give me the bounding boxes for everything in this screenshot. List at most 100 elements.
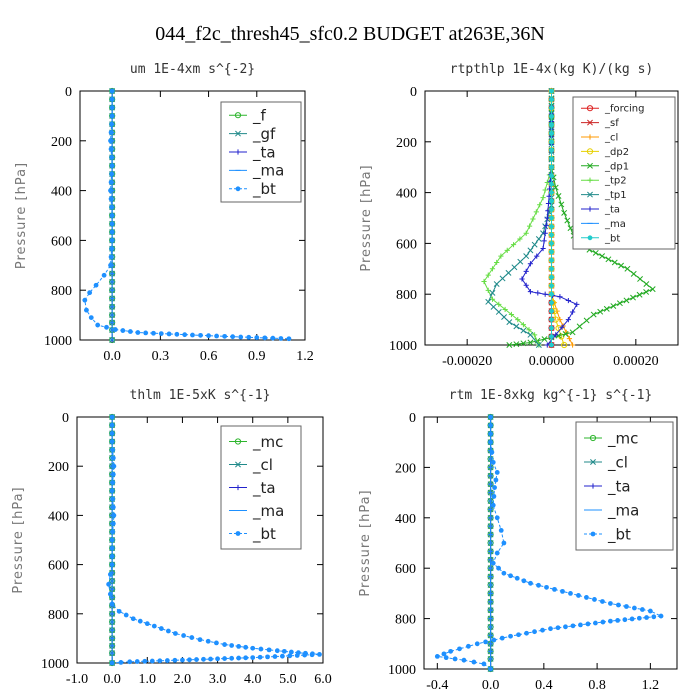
data-point (490, 459, 496, 465)
data-point (494, 259, 500, 266)
series-tp1 (485, 88, 555, 348)
data-point (108, 130, 114, 135)
data-point (636, 615, 642, 621)
data-point (214, 640, 219, 646)
data-point (214, 333, 220, 339)
data-point (649, 286, 656, 293)
data-point (630, 294, 636, 301)
data-point (536, 582, 541, 588)
data-point (189, 635, 195, 640)
data-point (490, 502, 496, 508)
data-point (549, 88, 554, 94)
data-point (494, 550, 500, 556)
data-point (243, 655, 249, 661)
data-point (505, 269, 512, 276)
legend-marker (590, 459, 596, 465)
data-point (549, 232, 554, 238)
data-point (109, 121, 115, 127)
data-point (584, 595, 589, 600)
data-point (197, 637, 203, 643)
data-point (537, 202, 543, 208)
data-point (180, 657, 185, 663)
data-point (593, 620, 598, 626)
data-point (499, 275, 506, 282)
y-tick-label: 0 (62, 411, 69, 426)
y-tick-label: 400 (395, 512, 416, 527)
data-point (600, 599, 605, 604)
data-point (288, 649, 294, 655)
data-point (511, 264, 518, 271)
data-point (317, 651, 322, 657)
data-point (549, 114, 554, 119)
plot-frame (423, 416, 678, 670)
data-point (555, 193, 562, 199)
data-point (532, 332, 538, 338)
data-point (461, 657, 467, 663)
data-point (523, 253, 530, 260)
data-point (107, 572, 113, 577)
data-point (272, 654, 278, 659)
data-point (597, 308, 604, 315)
data-point (101, 272, 107, 278)
panel-um: um 1E-4xm s^{-2} Pressure [hPa] 0 200 400 600… (14, 62, 314, 364)
legend: _mc _cl _ta _ma _bt (575, 421, 674, 551)
data-point (615, 618, 621, 623)
data-point (549, 198, 554, 204)
data-point (127, 659, 133, 665)
data-point (110, 504, 116, 510)
data-point (569, 329, 576, 336)
data-point (520, 340, 527, 347)
data-point (134, 659, 140, 664)
data-point (517, 236, 523, 242)
data-point (236, 643, 242, 649)
data-point (549, 291, 554, 297)
data-point (576, 323, 583, 330)
data-point (215, 656, 220, 662)
y-tick-label: 200 (48, 460, 69, 475)
data-point (514, 575, 520, 581)
data-point (590, 311, 597, 318)
panel-rtm: rtm 1E-8xkg kg^{-1} s^{-1} Pressure [hPa]… (358, 388, 678, 693)
x-tick-label: 2.0 (174, 672, 192, 687)
data-point (492, 485, 497, 490)
legend-marker (590, 531, 596, 537)
data-point (109, 88, 115, 94)
legend-marker (235, 484, 241, 491)
y-axis-label: Pressure [hPa] (358, 489, 373, 596)
series-bt (434, 414, 664, 672)
x-tick-label: 1.2 (296, 349, 314, 364)
data-point (95, 322, 101, 328)
data-point (109, 171, 115, 177)
data-point (542, 223, 549, 230)
legend-label: _bt (604, 233, 620, 244)
data-point (569, 342, 576, 348)
y-tick-label: 1000 (41, 657, 69, 672)
data-point (174, 331, 180, 337)
legend-label: _ta (604, 205, 620, 216)
legend-label: _ta (607, 477, 631, 496)
data-point (555, 625, 561, 631)
data-point (110, 455, 116, 461)
x-tick-label: 0.4 (535, 678, 553, 693)
figure-title: 044_f2c_thresh45_sfc0.2 BUDGET at263E,36… (155, 23, 545, 45)
data-point (109, 660, 115, 666)
data-point (494, 515, 500, 521)
x-tick-label: 0.0 (103, 349, 121, 364)
data-point (489, 449, 495, 455)
y-tick-label: 400 (51, 185, 72, 200)
data-point (222, 642, 228, 647)
data-point (265, 654, 270, 660)
data-point (104, 324, 109, 330)
data-point (549, 241, 554, 246)
data-point (559, 324, 565, 330)
data-point (542, 291, 548, 297)
data-point (109, 96, 115, 102)
data-point (592, 249, 599, 256)
data-point (490, 560, 496, 566)
data-point (521, 578, 527, 584)
data-point (498, 253, 504, 259)
y-axis-label: Pressure [hPa] (14, 162, 29, 269)
data-point (549, 342, 554, 348)
data-point (498, 528, 504, 533)
data-point (110, 529, 116, 535)
